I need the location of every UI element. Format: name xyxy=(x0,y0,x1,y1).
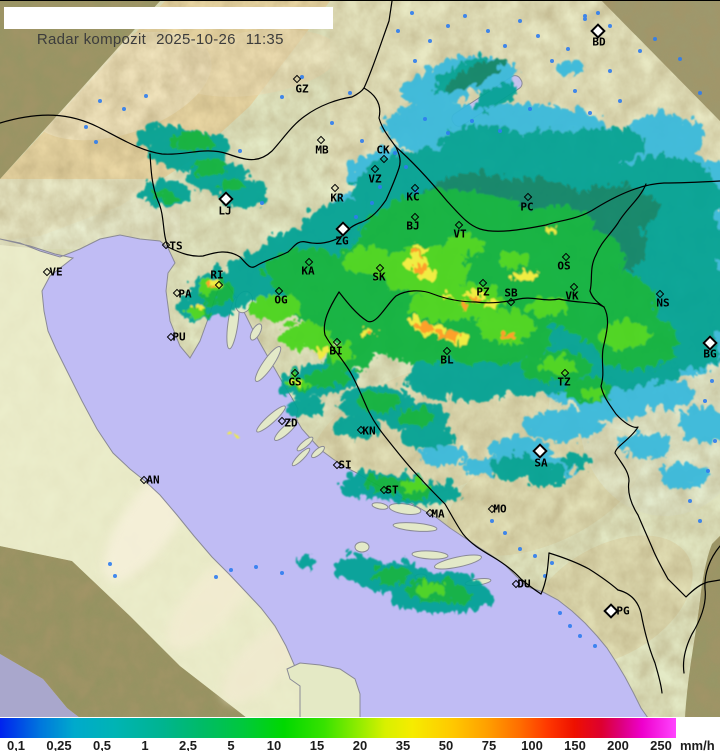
scale-label-0,1: 0,1 xyxy=(6,738,26,751)
intensity-unit: mm/h xyxy=(680,738,715,751)
city-label-BG: BG xyxy=(703,347,717,361)
scale-label-10: 10 xyxy=(266,738,282,751)
scale-label-250: 250 xyxy=(650,738,672,751)
scale-label-0,25: 0,25 xyxy=(46,738,72,751)
gargano xyxy=(286,662,361,717)
scale-label-15: 15 xyxy=(309,738,325,751)
border-hr-ba-sava xyxy=(338,290,605,323)
city-label-PU: PU xyxy=(172,330,186,344)
scale-label-50: 50 xyxy=(438,738,454,751)
radar-time: 11:35 xyxy=(245,31,284,48)
tyrrhenian-sea xyxy=(0,654,79,717)
border-si-hu xyxy=(363,87,397,148)
city-label-PZ: PZ xyxy=(476,285,490,299)
scale-label-150: 150 xyxy=(564,738,586,751)
border-hr-rs xyxy=(589,183,647,308)
city-label-NS: NS xyxy=(656,296,670,310)
city-label-SB: SB xyxy=(504,286,518,300)
city-label-GZ: GZ xyxy=(295,82,309,96)
radar-map: BD GZ MB CK VZ KR LJ KC BJ PC VT ZG TS VE RI KA SK OS VK NS… xyxy=(0,0,720,717)
city-label-BL: BL xyxy=(440,353,454,367)
border-rs-al xyxy=(667,578,720,598)
intensity-legend: 0,1 0,25 0,5 1 2,5 5 10 15 20 35 50 75 100 150 200 250 … xyxy=(0,717,720,751)
border-me-al xyxy=(617,589,663,694)
city-label-ST: ST xyxy=(385,483,399,497)
city-label-OG: OG xyxy=(274,293,288,307)
city-label-MO: MO xyxy=(493,502,507,516)
border-ba-rs-drina xyxy=(600,306,669,580)
scale-label-20: 20 xyxy=(352,738,368,751)
city-label-KN: KN xyxy=(362,424,376,438)
city-label-TS: TS xyxy=(169,239,183,253)
rain-orange xyxy=(203,248,511,336)
intensity-colorbar xyxy=(0,718,676,738)
city-label-ZG: ZG xyxy=(335,234,349,248)
border-rs-east xyxy=(682,545,720,674)
border-it-si xyxy=(149,153,169,248)
city-label-RI: RI xyxy=(210,268,224,282)
scale-label-35: 35 xyxy=(395,738,411,751)
borders-layer xyxy=(0,1,720,694)
city-label-BD: BD xyxy=(592,35,606,49)
scale-label-0,5: 0,5 xyxy=(92,738,112,751)
city-label-VK: VK xyxy=(565,289,579,303)
scale-label-1: 1 xyxy=(141,738,149,751)
city-label-VZ: VZ xyxy=(368,172,382,186)
border-me-rs xyxy=(548,552,619,591)
city-label-MA: MA xyxy=(431,507,445,521)
city-label-DU: DU xyxy=(517,577,531,591)
scale-label-200: 200 xyxy=(607,738,629,751)
rain-bright-green xyxy=(184,231,646,592)
scale-label-5: 5 xyxy=(227,738,235,751)
border-hr-hu xyxy=(395,146,720,232)
city-label-GS: GS xyxy=(288,375,302,389)
islands-layer xyxy=(226,290,492,717)
city-label-PC: PC xyxy=(520,200,534,214)
border-at-si xyxy=(0,87,365,161)
border-ba-me xyxy=(540,552,550,595)
radar-map-canvas xyxy=(0,1,720,717)
city-label-PG: PG xyxy=(616,604,630,618)
city-label-SK: SK xyxy=(372,270,386,284)
border-si-hr xyxy=(167,146,401,268)
radar-title: Radar kompozit xyxy=(36,31,147,48)
city-label-KR: KR xyxy=(330,191,344,205)
title-box: Radar kompozit 2025-10-26 11:35 xyxy=(4,7,333,48)
scale-label-2,5: 2,5 xyxy=(178,738,198,751)
city-label-BJ: BJ xyxy=(406,219,420,233)
city-label-ZD: ZD xyxy=(284,416,298,430)
city-label-SI: SI xyxy=(338,458,352,472)
city-label-AN: AN xyxy=(146,473,160,487)
city-label-OS: OS xyxy=(557,259,571,273)
city-label-MB: MB xyxy=(315,143,329,157)
border-at-hu xyxy=(363,1,393,89)
radar-date: 2025-10-26 xyxy=(156,31,236,48)
border-hr-ba-west xyxy=(323,291,542,595)
city-label-SA: SA xyxy=(534,456,548,470)
city-label-LJ: LJ xyxy=(218,204,232,218)
precipitation-layer xyxy=(133,51,720,608)
city-label-TZ: TZ xyxy=(557,375,571,389)
city-label-KC: KC xyxy=(406,190,420,204)
scale-label-100: 100 xyxy=(521,738,543,751)
rain-speckles xyxy=(84,11,717,648)
city-label-VE: VE xyxy=(49,265,63,279)
scale-label-75: 75 xyxy=(481,738,497,751)
city-label-PA: PA xyxy=(178,287,192,301)
city-label-VT: VT xyxy=(453,227,467,241)
city-label-CK: CK xyxy=(376,143,390,157)
city-label-KA: KA xyxy=(301,264,315,278)
city-label-BI: BI xyxy=(329,344,343,358)
